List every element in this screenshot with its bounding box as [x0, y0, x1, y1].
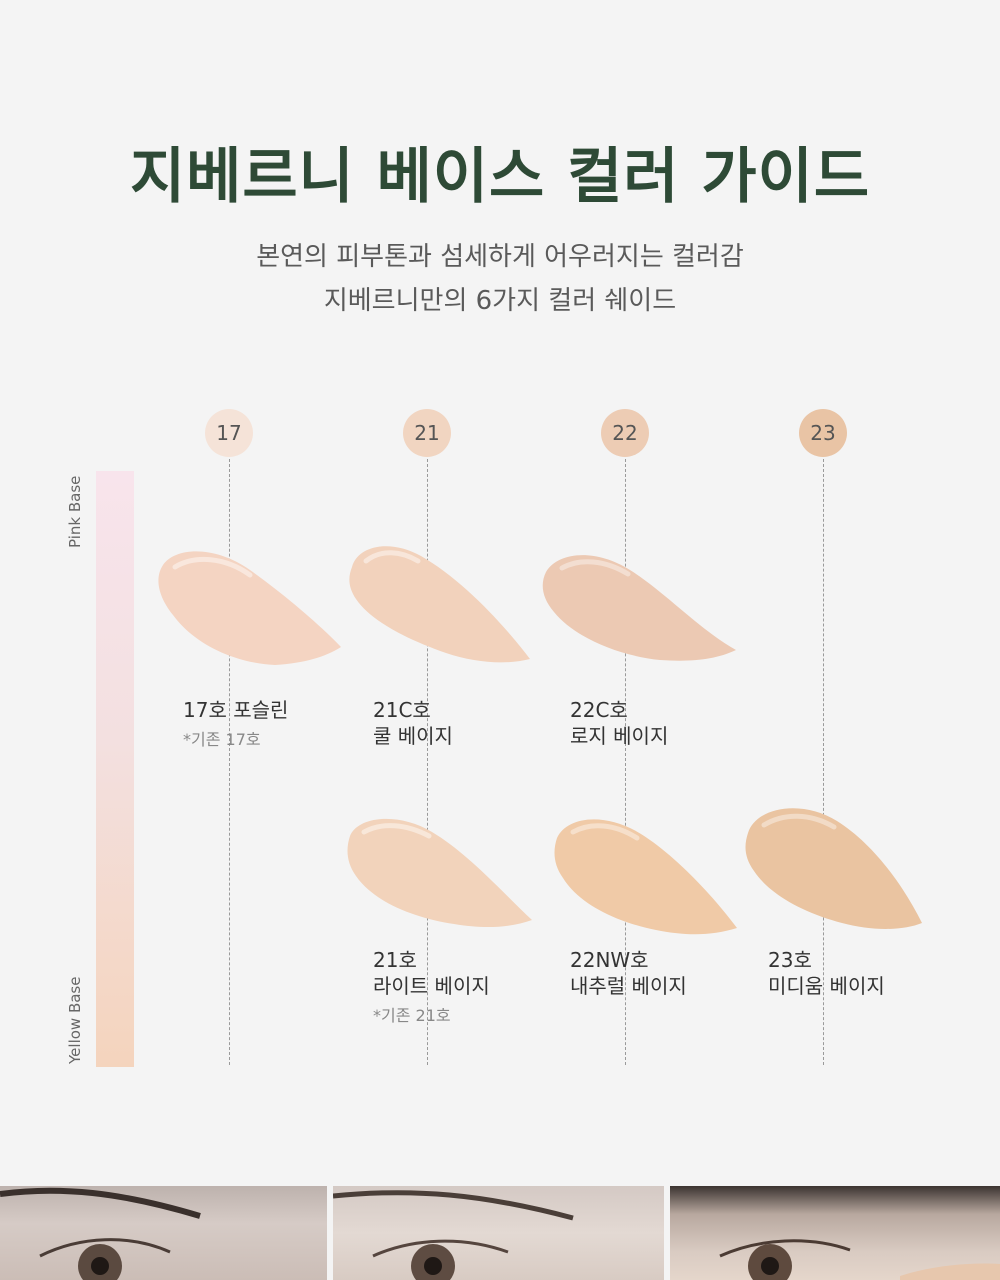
shade-label-22c: 22C호 로지 베이지: [570, 697, 668, 749]
shade-number-17: 17: [205, 409, 253, 457]
column-guide-line: [625, 459, 626, 1065]
shade-number-22: 22: [601, 409, 649, 457]
swatch-21c-cool-beige: [349, 546, 530, 663]
page-title: 지베르니 베이스 컬러 가이드: [129, 142, 871, 212]
shade-code: 23호: [768, 948, 812, 972]
eye-photo: [333, 1186, 664, 1280]
pink-yellow-gradient-bar: [96, 471, 134, 1067]
shade-name: 라이트 베이지: [373, 974, 490, 998]
swatch-22nw-natural-beige: [554, 819, 737, 935]
shade-number-21: 21: [403, 409, 451, 457]
column-guide-line: [229, 459, 230, 1065]
shade-name: 로지 베이지: [570, 724, 669, 748]
shade-code: 17호 포슬린: [183, 698, 289, 722]
shade-label-21: 21호 라이트 베이지 *기존 21호: [373, 947, 490, 1029]
subtitle-line-2: 지베르니만의 6가지 컬러 쉐이드: [323, 286, 677, 316]
yellow-base-label: Yellow Base: [66, 976, 84, 1064]
shade-code: 22NW호: [570, 948, 649, 972]
pink-base-label: Pink Base: [66, 475, 84, 548]
shade-note: *기존 21호: [373, 1006, 451, 1025]
column-guide-line: [823, 459, 824, 1065]
swatch-22c-rosy-beige: [542, 555, 736, 661]
photo-strip: [0, 1186, 1000, 1280]
column-guide-line: [427, 459, 428, 1065]
shade-code: 21C호: [373, 698, 431, 722]
shade-label-17: 17호 포슬린 *기존 17호: [183, 697, 288, 753]
subtitle-line-1: 본연의 피부톤과 섬세하게 어우러지는 컬러감: [256, 242, 744, 272]
swatch-23-medium-beige: [745, 808, 922, 929]
swatch-21-light-beige: [347, 818, 532, 928]
shade-label-23: 23호 미디움 베이지: [768, 947, 885, 999]
eye-photo: [0, 1186, 327, 1280]
swatch-17-porcelain: [158, 551, 341, 665]
shade-code: 22C호: [570, 698, 628, 722]
shade-name: 내추럴 베이지: [570, 974, 687, 998]
eye-photo: [670, 1186, 1000, 1280]
shade-note: *기존 17호: [183, 730, 261, 749]
shade-name: 쿨 베이지: [373, 724, 453, 748]
shade-label-22nw: 22NW호 내추럴 베이지: [570, 947, 687, 999]
shade-code: 21호: [373, 948, 417, 972]
shade-label-21c: 21C호 쿨 베이지: [373, 697, 453, 749]
shade-name: 미디움 베이지: [768, 974, 885, 998]
shade-number-23: 23: [799, 409, 847, 457]
